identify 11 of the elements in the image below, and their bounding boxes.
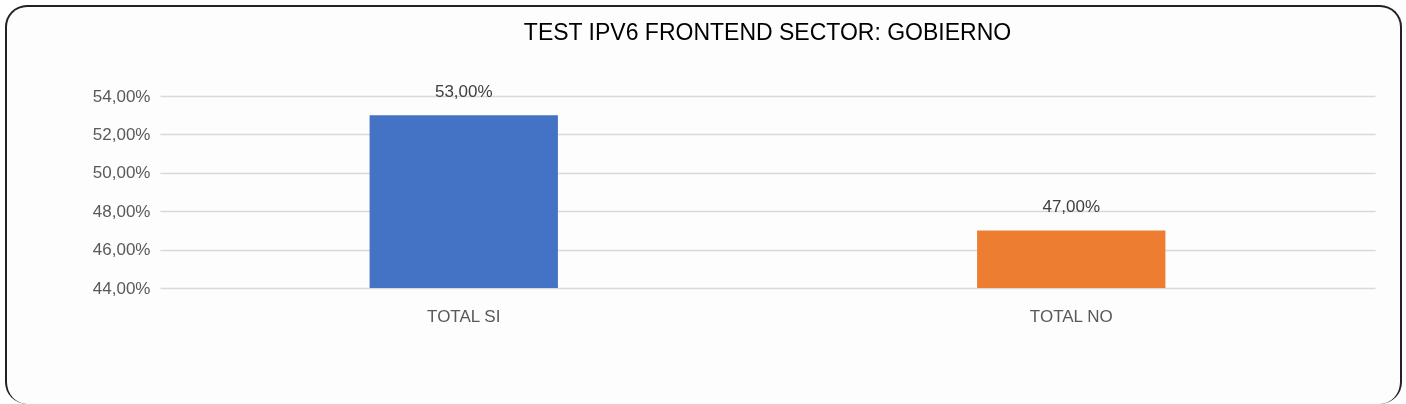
y-tick-label: 44,00% bbox=[92, 278, 151, 298]
data-label: 47,00% bbox=[1042, 197, 1101, 217]
data-label: 53,00% bbox=[434, 82, 493, 102]
x-tick-label: TOTAL NO bbox=[1029, 306, 1113, 326]
y-tick-label: 48,00% bbox=[92, 201, 151, 221]
y-tick-label: 50,00% bbox=[92, 163, 151, 183]
y-tick-label: 52,00% bbox=[92, 124, 151, 144]
y-tick-label: 54,00% bbox=[92, 86, 151, 106]
y-tick-label: 46,00% bbox=[92, 240, 151, 260]
chart-title: TEST IPV6 FRONTEND SECTOR: GOBIERNO bbox=[523, 19, 1012, 46]
x-tick-label: TOTAL SI bbox=[427, 306, 501, 326]
